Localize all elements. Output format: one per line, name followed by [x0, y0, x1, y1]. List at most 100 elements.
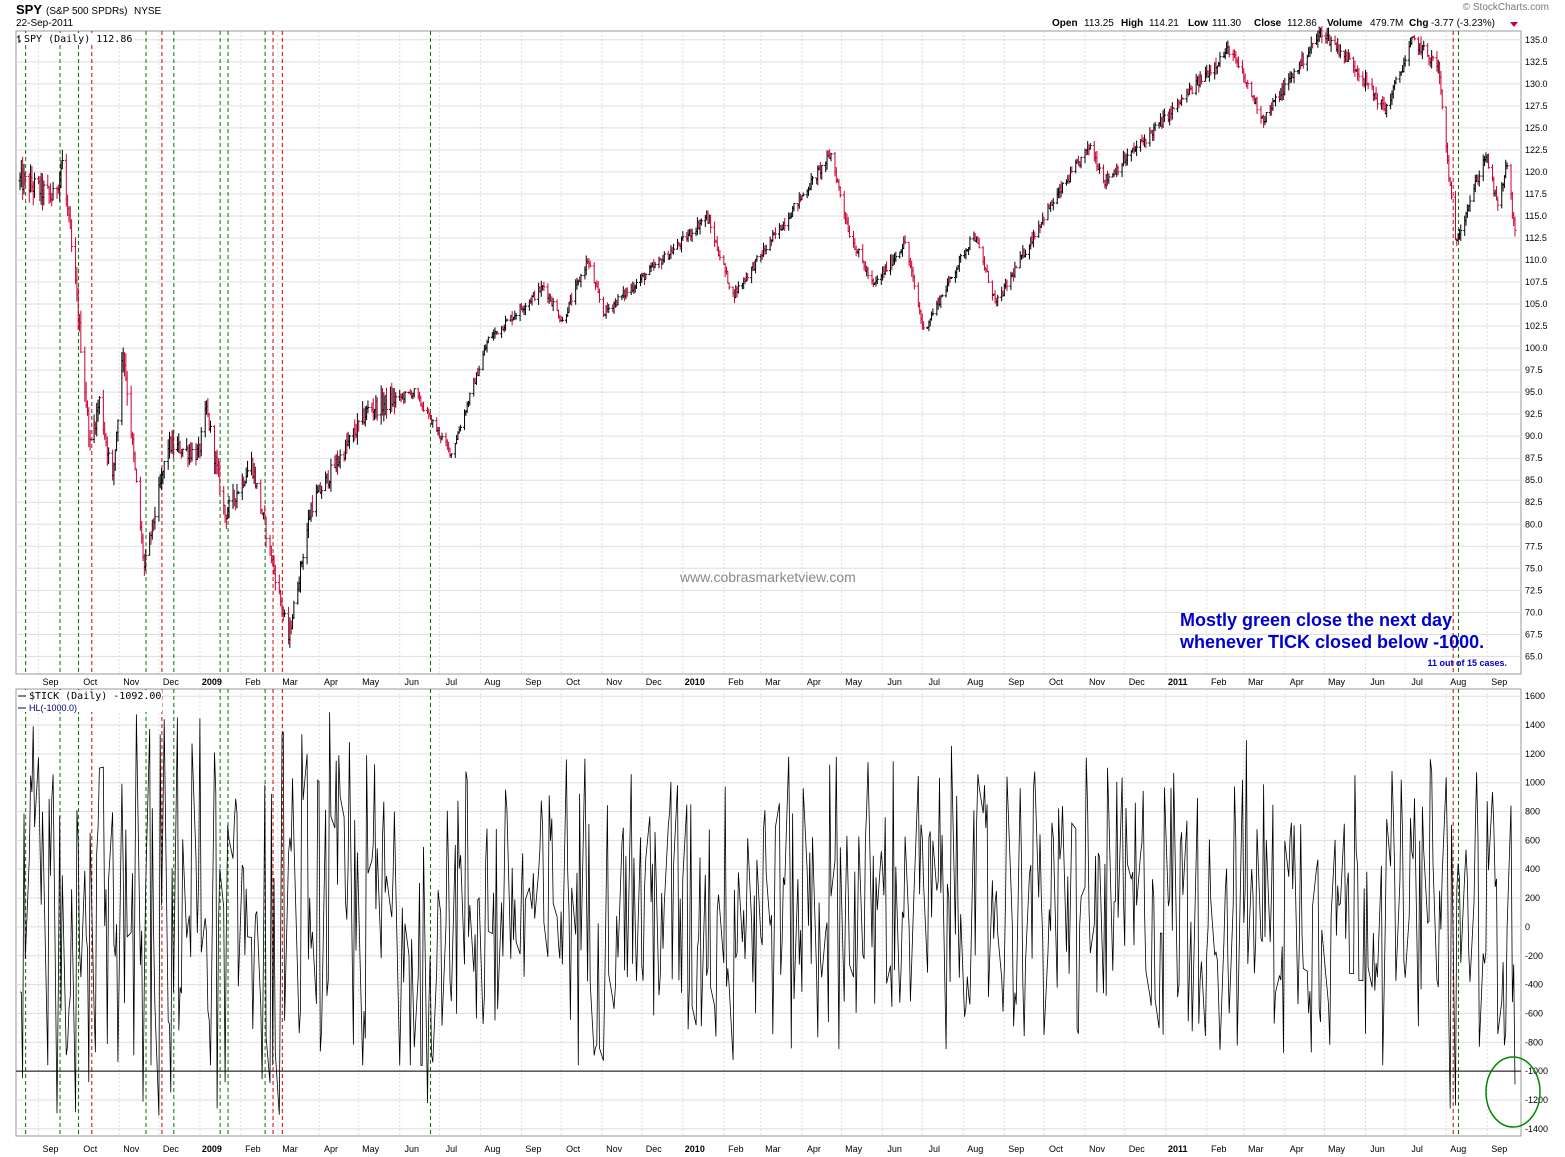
price-bar	[144, 549, 148, 571]
price-bar	[468, 392, 472, 406]
price-x-tick-label: Dec	[646, 677, 663, 687]
tick-y-tick-label: -200	[1525, 951, 1543, 961]
price-bar	[912, 274, 916, 290]
price-y-tick-label: 95.0	[1525, 387, 1543, 397]
tick-y-tick-label: -600	[1525, 1008, 1543, 1018]
symbol-name: (S&P 500 SPDRs)	[46, 6, 128, 17]
tick-x-tick-label: Oct	[566, 1144, 581, 1154]
tick-x-tick-label: Jul	[929, 1144, 941, 1154]
price-bar	[505, 318, 509, 322]
price-x-tick-label: May	[845, 677, 863, 687]
price-bar	[292, 600, 296, 619]
annotation-line-1: Mostly green close the next day	[1180, 610, 1452, 630]
tick-x-tick-label: Feb	[245, 1144, 261, 1154]
price-bar	[236, 491, 240, 494]
price-bar	[1116, 165, 1120, 176]
chg-label: Chg	[1409, 18, 1428, 29]
price-bar	[1292, 68, 1296, 84]
price-bar	[134, 468, 138, 483]
price-y-tick-label: 115.0	[1525, 211, 1547, 221]
price-bar	[1227, 45, 1231, 58]
close-value: 112.86	[1287, 18, 1317, 29]
price-bar	[51, 182, 55, 201]
open-value: 113.25	[1084, 18, 1114, 29]
price-x-tick-label: Oct	[83, 677, 98, 687]
tick-x-tick-label: May	[362, 1144, 380, 1154]
price-bar	[1107, 173, 1111, 184]
price-y-tick-label: 65.0	[1525, 651, 1543, 661]
tick-x-tick-label: 2011	[1168, 1144, 1188, 1154]
price-y-tick-label: 77.5	[1525, 541, 1543, 551]
price-y-tick-label: 72.5	[1525, 585, 1543, 595]
price-bar	[903, 235, 907, 245]
price-bar	[1487, 153, 1491, 169]
price-bar	[829, 152, 833, 162]
price-bar	[1459, 224, 1463, 241]
tick-x-tick-label: Jun	[1370, 1144, 1385, 1154]
price-bar	[1023, 249, 1027, 258]
price-bar	[555, 299, 559, 312]
price-bar	[181, 448, 185, 457]
price-bar	[681, 231, 685, 241]
price-bar	[199, 427, 203, 457]
latest-reading-circle	[1485, 1056, 1541, 1128]
tick-y-tick-label: -1400	[1525, 1124, 1548, 1134]
price-bar	[959, 253, 963, 263]
price-bar	[1236, 56, 1240, 69]
price-bar	[514, 313, 518, 320]
price-bar	[1190, 86, 1194, 95]
price-x-tick-label: Apr	[324, 677, 338, 687]
tick-legend: $TICK (Daily) -1092.00 HL(-1000.0)	[17, 690, 162, 713]
price-y-tick-label: 120.0	[1525, 167, 1548, 177]
volume-value: 479.7M	[1370, 18, 1403, 29]
price-bar	[1440, 89, 1444, 110]
price-bar	[129, 385, 133, 439]
price-bar	[1513, 216, 1517, 237]
chart-date: 22-Sep-2011	[16, 18, 74, 29]
price-y-axis: 65.0 67.5 70.0 72.5 75.0 77.5 80.0 82.5 85.0 87.5…	[1525, 35, 1548, 662]
price-bar	[42, 180, 46, 206]
close-label: Close	[1254, 18, 1282, 29]
tick-x-tick-label: Jun	[404, 1144, 419, 1154]
tick-x-tick-label: Mar	[1248, 1144, 1264, 1154]
price-bar	[1394, 76, 1398, 85]
hl-legend-text: HL(-1000.0)	[29, 703, 77, 713]
price-bar	[338, 449, 342, 469]
annotation: Mostly green close the next day whenever…	[1179, 610, 1507, 668]
price-bar	[1357, 68, 1361, 82]
price-legend: SPY (Daily) 112.86	[17, 33, 135, 45]
price-bar	[1496, 196, 1500, 211]
price-y-tick-label: 102.5	[1525, 321, 1548, 331]
price-bar	[218, 461, 222, 495]
price-bar	[1088, 143, 1092, 150]
watermark: www.cobrasmarketview.com	[679, 569, 856, 585]
price-bar	[551, 297, 555, 312]
tick-x-axis: Sep Oct Nov Dec 2009 Feb Mar Apr May Jun Jul Aug Sep…	[43, 1144, 1508, 1154]
price-bar	[801, 192, 805, 197]
volume-label: Volume	[1327, 18, 1363, 29]
price-x-tick-label: Oct	[1049, 677, 1064, 687]
price-x-axis: Sep Oct Nov Dec 2009 Feb Mar Apr May Jun Jul Aug Sep…	[43, 677, 1508, 687]
price-bar	[1338, 44, 1342, 59]
tick-x-tick-label: Dec	[646, 1144, 663, 1154]
price-x-tick-label: 2010	[685, 677, 705, 687]
price-bar	[662, 251, 666, 263]
price-bar	[1162, 108, 1166, 123]
price-x-tick-label: Dec	[1129, 677, 1146, 687]
price-y-tick-label: 90.0	[1525, 431, 1543, 441]
tick-y-tick-label: 1400	[1525, 720, 1545, 730]
price-bar	[1098, 163, 1102, 174]
price-bar	[384, 387, 388, 419]
price-bar	[773, 227, 777, 239]
price-bar	[986, 270, 990, 283]
price-bar	[422, 401, 426, 412]
price-bar	[440, 432, 444, 441]
price-bar	[644, 273, 648, 280]
price-bar	[1172, 107, 1176, 110]
tick-y-tick-label: 1000	[1525, 778, 1545, 788]
tick-y-tick-label: -800	[1525, 1037, 1543, 1047]
price-bar	[810, 175, 814, 185]
tick-x-tick-label: Oct	[83, 1144, 98, 1154]
price-bar	[616, 294, 620, 306]
price-y-tick-label: 70.0	[1525, 607, 1543, 617]
